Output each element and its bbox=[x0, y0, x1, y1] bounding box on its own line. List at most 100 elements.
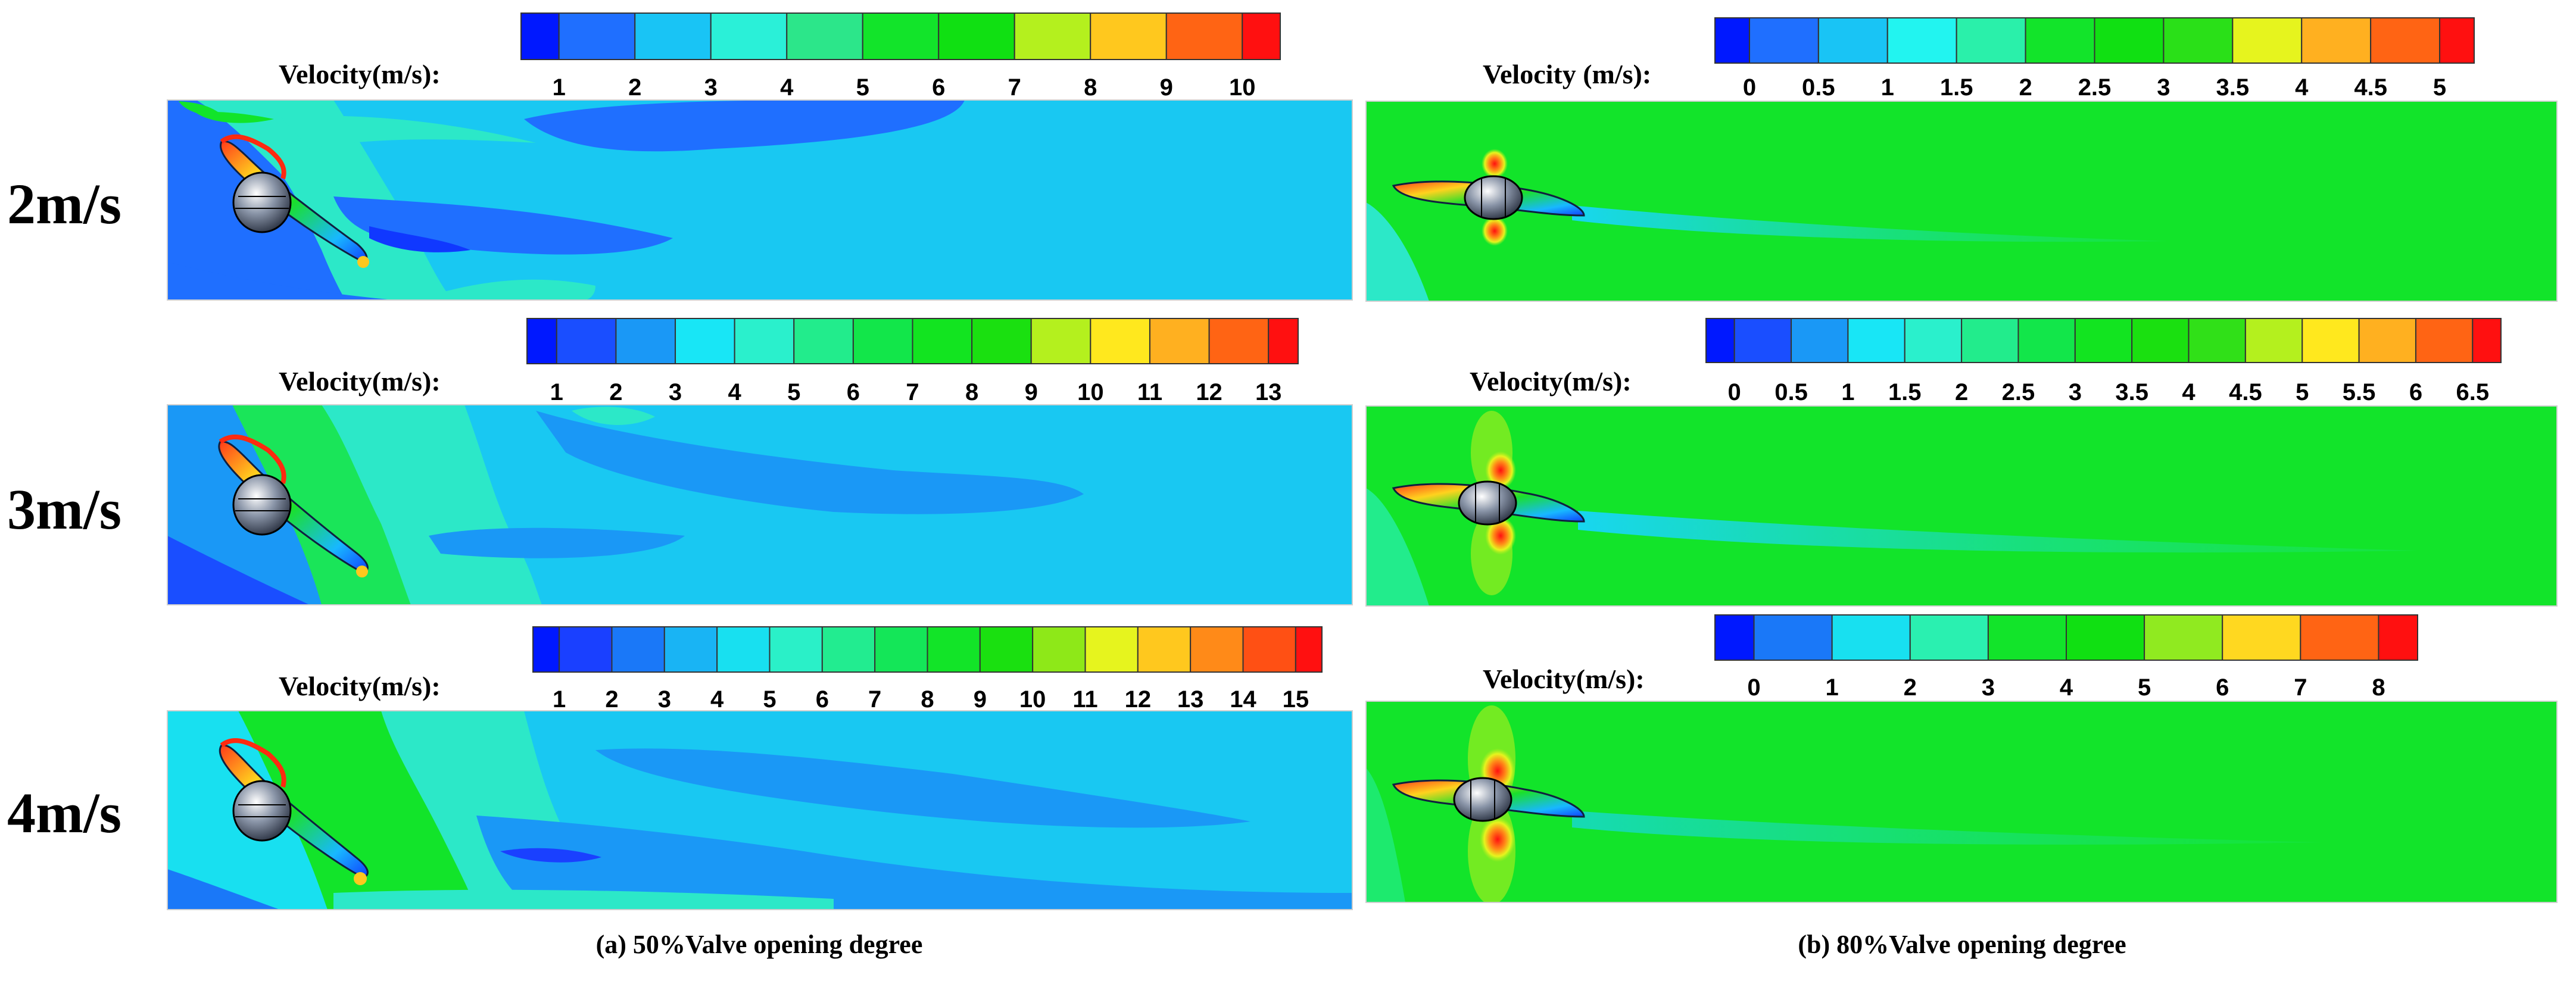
colorbar-segment bbox=[786, 13, 863, 60]
colorbar-tick-label: 7 bbox=[2294, 674, 2307, 701]
colorbar-tick-label: 3 bbox=[1982, 674, 1995, 701]
caption-b: (b) 80%Valve opening degree bbox=[1798, 930, 2126, 959]
colorbar-tick-label: 10 bbox=[1019, 686, 1046, 713]
colorbar-tick-label: 4 bbox=[710, 686, 724, 713]
colorbar-segment bbox=[734, 318, 795, 364]
colorbar-segment bbox=[852, 318, 913, 364]
colorbar-tick-label: 1.5 bbox=[1888, 379, 1922, 405]
colorbar-segment bbox=[2301, 17, 2372, 64]
colorbar-segment bbox=[1032, 626, 1086, 673]
colorbar-tick-label: 2 bbox=[1955, 379, 1968, 405]
colorbar-tick-label: 5 bbox=[787, 379, 800, 405]
colorbar-tick-label: 2.5 bbox=[2002, 379, 2035, 405]
colorbar-segment bbox=[2244, 318, 2303, 363]
colorbar-segment bbox=[1242, 626, 1296, 673]
colorbar-tick-label: 3 bbox=[658, 686, 671, 713]
colorbar-segment bbox=[1909, 614, 1989, 661]
colorbar-segment bbox=[1956, 17, 2026, 64]
colorbar-segment bbox=[2144, 614, 2223, 661]
colorbar-segment bbox=[1190, 626, 1244, 673]
colorbar-segment bbox=[971, 318, 1032, 364]
colorbar-tick-label: 2 bbox=[605, 686, 618, 713]
colorbar-b1: 0 0.5 1 1.5 2 2.5 3 3.5 4 4.5 5 bbox=[1714, 17, 2475, 101]
colorbar-title-b1: Velocity (m/s): bbox=[1483, 59, 1651, 89]
colorbar-tick-label: 1 bbox=[550, 379, 563, 405]
colorbar-segment bbox=[912, 318, 973, 364]
colorbar-tick-label: 0.5 bbox=[1774, 379, 1808, 405]
colorbar-segment bbox=[1208, 318, 1270, 364]
colorbar-segment bbox=[2300, 614, 2379, 661]
colorbar-segment bbox=[927, 626, 981, 673]
colorbar-segment bbox=[2378, 614, 2418, 661]
colorbar-tick-label: 1 bbox=[1841, 379, 1854, 405]
colorbar-tick-label: 5 bbox=[2433, 74, 2446, 101]
colorbar-segment bbox=[2415, 318, 2474, 363]
colorbar-title-a2: Velocity(m/s): bbox=[279, 366, 441, 396]
colorbar-a2: 1 2 3 4 5 6 7 8 9 10 11 12 13 bbox=[526, 318, 1299, 405]
colorbar-tick-label: 1.5 bbox=[1940, 74, 1973, 101]
colorbar-tick-label: 6 bbox=[932, 74, 945, 101]
panel-border-a1 bbox=[167, 99, 1353, 301]
colorbar-segment bbox=[1831, 614, 1911, 661]
colorbar-segment bbox=[2222, 614, 2301, 661]
colorbar-tick-label: 6.5 bbox=[2456, 379, 2490, 405]
colorbar-tick-label: 3 bbox=[669, 379, 682, 405]
colorbar-segment bbox=[2301, 318, 2360, 363]
contour-panel-a2 bbox=[167, 405, 1352, 605]
colorbar-tick-label: 9 bbox=[1160, 74, 1173, 101]
colorbar-tick-label: 15 bbox=[1283, 686, 1309, 713]
colorbar-segment bbox=[979, 626, 1034, 673]
colorbar-segment bbox=[1149, 318, 1210, 364]
colorbar-segment bbox=[532, 626, 560, 673]
colorbar-tick-label: 4.5 bbox=[2354, 74, 2387, 101]
colorbar-segment bbox=[1791, 318, 1849, 363]
colorbar-segment bbox=[1847, 318, 1906, 363]
colorbar-tick-label: 9 bbox=[974, 686, 987, 713]
colorbar-segment bbox=[1165, 13, 1243, 60]
row-label-a1: 2m/s bbox=[7, 172, 121, 236]
colorbar-segment bbox=[634, 13, 712, 60]
colorbar-tick-label: 8 bbox=[965, 379, 978, 405]
colorbar-tick-label: 12 bbox=[1125, 686, 1152, 713]
colorbar-segment bbox=[1733, 318, 1792, 363]
colorbar-tick-label: 3 bbox=[2157, 74, 2170, 101]
colorbar-segment bbox=[2472, 318, 2502, 363]
colorbar-tick-label: 9 bbox=[1025, 379, 1038, 405]
contour-panel-b2 bbox=[1366, 406, 2557, 606]
colorbar-segment bbox=[2017, 318, 2076, 363]
colorbar-segment bbox=[793, 318, 854, 364]
colorbar-title-a1: Velocity(m/s): bbox=[279, 59, 441, 89]
colorbar-tick-label: 2.5 bbox=[2078, 74, 2112, 101]
colorbar-b3: 0 1 2 3 4 5 6 7 8 bbox=[1714, 614, 2418, 701]
row-label-a2: 3m/s bbox=[7, 477, 121, 541]
colorbar-tick-label: 8 bbox=[921, 686, 934, 713]
colorbar-tick-label: 0 bbox=[1728, 379, 1741, 405]
colorbar-segment bbox=[874, 626, 928, 673]
panel-border-a3 bbox=[167, 710, 1353, 910]
colorbar-title-b3: Velocity(m/s): bbox=[1483, 664, 1645, 694]
colorbar-segment bbox=[2131, 318, 2190, 363]
colorbar-b2: 0 0.5 1 1.5 2 2.5 3 3.5 4 4.5 5 5.5 6 6.5 bbox=[1705, 318, 2502, 405]
colorbar-segment bbox=[1904, 318, 1963, 363]
colorbar-tick-label: 13 bbox=[1177, 686, 1204, 713]
colorbar-tick-label: 4 bbox=[2295, 74, 2309, 101]
colorbar-segment bbox=[1030, 318, 1091, 364]
colorbar-tick-label: 6 bbox=[2409, 379, 2422, 405]
colorbar-segment bbox=[710, 13, 788, 60]
colorbar-segment bbox=[1013, 13, 1091, 60]
colorbar-tick-label: 1 bbox=[1881, 74, 1894, 101]
colorbar-segment bbox=[2188, 318, 2246, 363]
colorbar-tick-label: 2 bbox=[1904, 674, 1917, 701]
contour-panel-a1 bbox=[167, 100, 1352, 300]
colorbar-segment bbox=[1961, 318, 2019, 363]
colorbar-tick-label: 5 bbox=[763, 686, 776, 713]
colorbar-segment bbox=[558, 13, 636, 60]
colorbar-segment bbox=[611, 626, 665, 673]
colorbar-segment bbox=[862, 13, 940, 60]
colorbar-segment bbox=[1886, 17, 1957, 64]
colorbar-a1: 1 2 3 4 5 6 7 8 9 10 bbox=[520, 13, 1281, 101]
colorbar-tick-label: 8 bbox=[1084, 74, 1097, 101]
colorbar-segment bbox=[1714, 614, 1755, 661]
colorbar-tick-label: 10 bbox=[1229, 74, 1256, 101]
colorbar-segment bbox=[1090, 318, 1150, 364]
